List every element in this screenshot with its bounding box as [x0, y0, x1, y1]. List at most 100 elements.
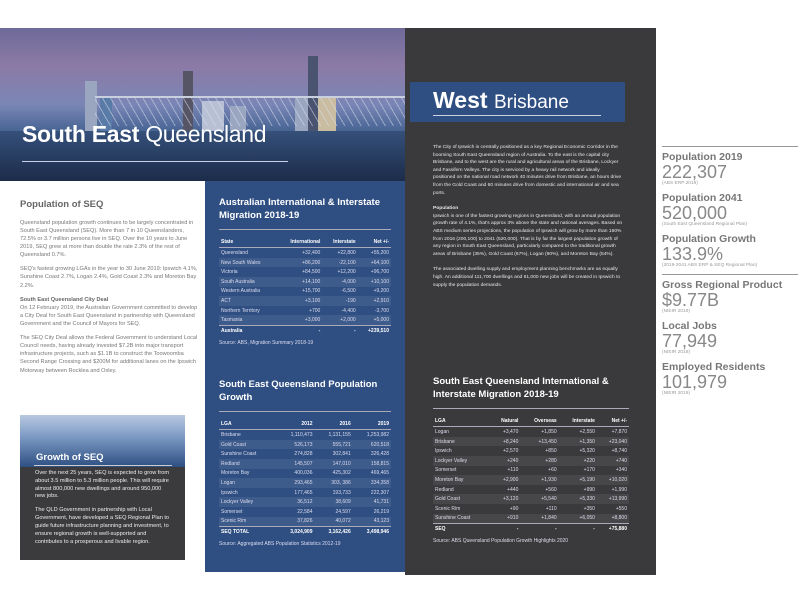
table-cell: 158,815	[352, 459, 391, 469]
table-cell: +12,200	[337, 269, 356, 276]
table-cell: Sunshine Coast	[221, 451, 257, 458]
table-cell: +1,350	[558, 436, 597, 447]
table-cell: +8,740	[611, 448, 627, 455]
table-cell: +64,100	[357, 257, 391, 268]
divider	[662, 146, 798, 147]
table-row: Lockyer Valley 36,512 38,609 41,731	[219, 497, 391, 507]
header-row: State International Interstate Net +/-	[219, 237, 391, 249]
table-cell: +850	[545, 448, 557, 455]
total-row: SEQ TOTAL 3,024,909 3,162,426 3,498,946	[219, 526, 391, 537]
column-header: LGA	[219, 419, 277, 431]
hero-banner: South East Queensland	[0, 28, 405, 181]
column-header: 2019	[352, 419, 391, 431]
skyline-building	[85, 81, 97, 136]
table-cell: +55,200	[370, 250, 389, 257]
stat-gross-regional-product: Gross Regional Product $9.77B (NIEIR 2019)	[662, 279, 783, 314]
table-cell: Lockyer Valley	[219, 497, 277, 507]
table-cell: 555,721	[314, 439, 353, 450]
table-row: Tasmania +3,000 +2,000 +5,000	[219, 315, 391, 326]
table-cell: +560	[545, 486, 557, 493]
table-row: Redland +440 +560 +990 +1,990	[433, 485, 629, 495]
table-row: ACT +3,100 -190 +2,910	[219, 296, 391, 306]
table-source: Source: Aggregated ABS Population Statis…	[219, 540, 341, 547]
table-cell: +84,500	[302, 269, 321, 276]
table-cell: 274,828	[294, 451, 313, 458]
table-cell: 526,173	[276, 439, 315, 450]
table-source: Source: ABS, Migration Summary 2018-19	[219, 339, 314, 346]
table-cell: +990	[583, 486, 595, 493]
table-cell: +910	[489, 513, 521, 524]
table-cell: 303, 386	[314, 478, 353, 488]
total-row: Australia - - +239,510	[219, 324, 391, 336]
table-cell: +2,000	[322, 315, 358, 326]
table-cell: +86,200	[277, 257, 323, 268]
table-cell: +740	[596, 456, 629, 466]
table-cell: +6,050	[558, 513, 597, 524]
table-row: Scenic Rim +90 +110 +350 +550	[433, 504, 629, 514]
table-cell: +110	[507, 467, 519, 474]
table-cell: +5,000	[357, 315, 391, 326]
page-title: South East Queensland	[22, 121, 267, 147]
box-heading: Growth of SEQ	[36, 452, 104, 463]
table-cell: Lockyer Valley	[433, 456, 490, 466]
table-row: Logan +3,470 +1,850 +2,550 +7,870	[433, 427, 629, 437]
column-header: LGA	[433, 416, 490, 428]
table-cell: Moreton Bay	[433, 475, 490, 485]
table-cell: 36,512	[276, 497, 315, 507]
table-cell: -190	[322, 296, 358, 306]
table-cell: 469,465	[370, 470, 389, 477]
table-cell: +350	[583, 505, 595, 512]
table-cell: -	[322, 324, 358, 336]
table-row: Redland 145,507 147,010 158,815	[219, 459, 391, 469]
paragraph: South East Queensland City Deal On 12 Feb…	[20, 296, 198, 327]
bridge-graphic	[95, 96, 405, 126]
table-cell: Scenic Rim	[219, 516, 277, 527]
paragraph: Over the next 25 years, SEQ is expected …	[35, 470, 169, 500]
table-row: Somerset 22,584 24,597 26,219	[219, 507, 391, 517]
table-cell: Redland	[435, 486, 454, 493]
table-cell: Australia	[219, 324, 278, 336]
table-cell: +5,330	[558, 494, 597, 504]
column-header: International	[277, 237, 323, 249]
table-row: Gold Coast +3,120 +5,540 +5,330 +13,990	[433, 494, 629, 504]
table-cell: 38,609	[314, 497, 353, 507]
stat-population-2041: Population 2041 520,000 (South East Queens…	[662, 192, 748, 227]
table-cell: +5,320	[579, 448, 595, 455]
table-cell: +239,510	[357, 324, 391, 336]
paragraph: The SEQ City Deal allows the Federal Gov…	[20, 335, 198, 374]
table-cell: +32,400	[302, 250, 321, 257]
migration-aus-table: State International Interstate Net +/- Queen…	[219, 237, 391, 336]
table-cell: +3,120	[489, 494, 521, 504]
table-cell: 1,253,982	[366, 432, 389, 439]
column-header: 2012	[276, 419, 315, 431]
table-cell: +1,850	[541, 429, 557, 436]
table-cell: 24,597	[335, 508, 351, 515]
table-cell: +2,570	[502, 448, 519, 455]
table-cell: SEQ TOTAL	[219, 526, 277, 537]
column-header: State	[219, 237, 278, 249]
table-cell: Gold Coast	[219, 439, 277, 450]
column-header: Interstate	[558, 416, 597, 428]
table-cell: +10,020	[596, 475, 629, 485]
seq-growth-table: LGA 2012 2016 2019 Brisbane 1,110,473 1,131,15…	[219, 419, 391, 537]
table-cell: ACT	[219, 296, 278, 306]
table-row: Sunshine Coast +910 +1,840 +6,050 +8,800	[433, 513, 629, 524]
table-cell: 3,024,909	[276, 526, 315, 537]
table-cell: Brisbane	[433, 436, 490, 447]
table-cell: +550	[615, 505, 627, 512]
table-cell: +13,450	[520, 436, 559, 447]
table-cell: +22,800	[337, 250, 356, 257]
table-row: Sunshine Coast 274,828 302,841 326,428	[219, 449, 391, 459]
table-cell: 1,110,473	[290, 432, 313, 439]
table-cell: 193,733	[332, 489, 351, 496]
table-cell: 3,162,426	[314, 526, 353, 537]
table-cell: -6,500	[341, 288, 356, 295]
table-row: New South Wales +86,200 -22,100 +64,100	[219, 257, 391, 268]
table-cell: -22,100	[322, 257, 358, 268]
west-brisbane-title-bar: West Brisbane	[410, 82, 625, 122]
header-row: LGA 2012 2016 2019	[219, 419, 391, 431]
panel-title: West Brisbane	[433, 87, 569, 113]
table-cell: Sunshine Coast	[433, 513, 490, 524]
table-cell: +8,240	[489, 436, 521, 447]
table-cell: +2,900	[489, 475, 521, 485]
